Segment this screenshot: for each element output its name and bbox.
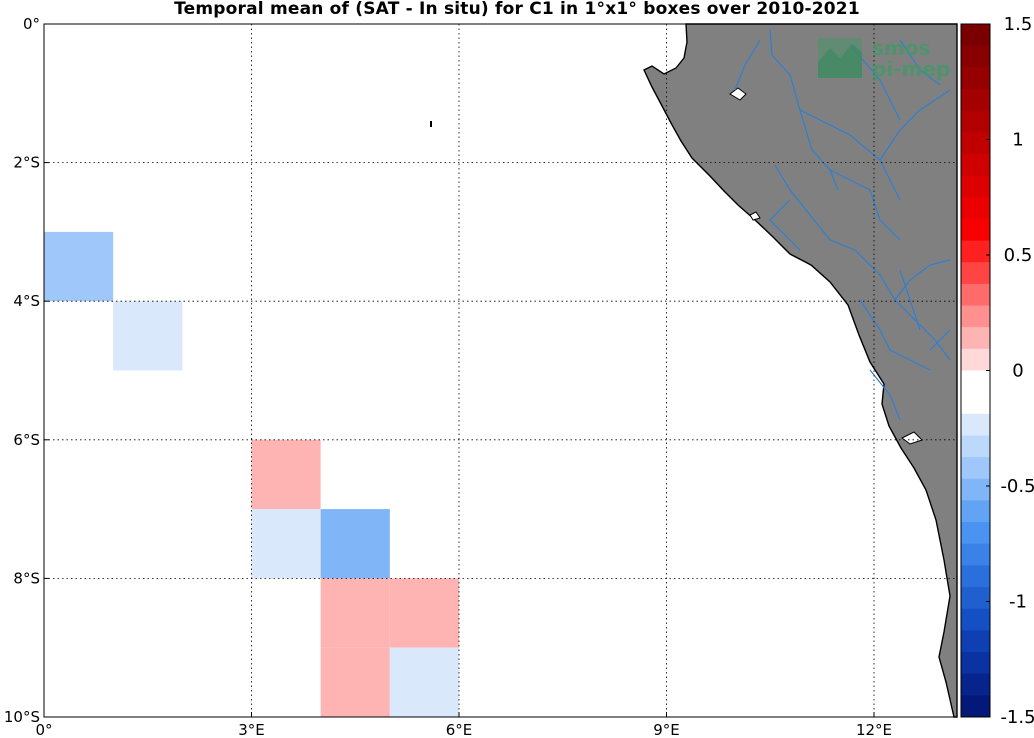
colorbar-segment (961, 608, 990, 631)
y-tick-label: 2°S (13, 154, 40, 172)
y-tick-label: 4°S (13, 292, 40, 310)
data-cell (389, 647, 459, 717)
colorbar-segment (961, 478, 990, 501)
colorbar-segment (961, 218, 990, 242)
logo-line1: smos (872, 36, 930, 60)
smos-pimep-logo: smos pi-mep (818, 36, 950, 81)
colorbar-segment (961, 45, 990, 68)
data-cell (44, 231, 114, 302)
colorbar-segment (961, 175, 990, 198)
colorbar-segment (961, 565, 990, 588)
colorbar-ticks: 1.5 1 0.5 0 -0.5 -1 -1.5 (986, 14, 1034, 728)
data-cell (113, 301, 183, 371)
colorbar (961, 24, 990, 718)
colorbar-segment (961, 88, 990, 112)
y-tick-label: 10°S (4, 708, 40, 726)
x-tick-label: 0° (35, 721, 52, 738)
colorbar-segment (961, 67, 990, 90)
colorbar-segment (961, 370, 990, 393)
data-cell (320, 647, 390, 717)
y-tick-label: 8°S (13, 569, 40, 587)
colorbar-segment (961, 283, 990, 307)
colorbar-tick-label: 1 (1012, 130, 1023, 151)
x-tick-label: 6°E (446, 721, 473, 738)
data-cells (44, 231, 459, 717)
x-tick-label: 3°E (238, 721, 265, 738)
colorbar-tick-label: -1.5 (1000, 707, 1034, 728)
data-cell (44, 301, 114, 371)
map-frame (43, 23, 958, 718)
data-cell (389, 578, 459, 648)
x-tick-label: 12°E (856, 721, 892, 738)
colorbar-segment (961, 240, 990, 263)
colorbar-segment (961, 543, 990, 566)
colorbar-segment (961, 630, 990, 653)
data-cell (182, 578, 252, 648)
data-cell (44, 439, 114, 510)
colorbar-segment (961, 305, 990, 328)
colorbar-segment (961, 695, 990, 718)
logo-line2: pi-mep (872, 57, 950, 81)
colorbar-segment (961, 435, 990, 458)
colorbar-segment (961, 132, 990, 155)
data-cell (251, 509, 321, 579)
data-cell (251, 439, 321, 510)
colorbar-segment (961, 652, 990, 675)
rivers (734, 29, 951, 421)
data-cell (113, 509, 183, 579)
colorbar-segment (961, 413, 990, 436)
colorbar-tick-label: -0.5 (1000, 476, 1034, 497)
colorbar-segment (961, 457, 990, 480)
colorbar-tick-label: -1 (1009, 592, 1027, 613)
colorbar-segment (961, 392, 990, 415)
y-axis-ticks: 0° 2°S 4°S 6°S 8°S 10°S (4, 15, 49, 726)
colorbar-segment (961, 500, 990, 523)
colorbar-tick-label: 1.5 (1004, 14, 1033, 35)
data-cell (320, 578, 390, 648)
chart-title: Temporal mean of (SAT - In situ) for C1 … (174, 0, 860, 19)
y-tick-label: 0° (23, 15, 40, 33)
colorbar-segment (961, 197, 990, 220)
x-axis-ticks: 0° 3°E 6°E 9°E 12°E (35, 712, 892, 738)
colorbar-segment (961, 587, 990, 610)
colorbar-segment (961, 327, 990, 350)
colorbar-tick-label: 0.5 (1004, 245, 1033, 266)
colorbar-segment (961, 522, 990, 545)
colorbar-tick-label: 0 (1012, 361, 1023, 382)
colorbar-segment (961, 262, 990, 285)
colorbar-segment (961, 673, 990, 696)
colorbar-segment (961, 348, 990, 371)
colorbar-segment (961, 24, 990, 47)
data-cell (320, 509, 390, 579)
colorbar-segment (961, 110, 990, 133)
y-tick-label: 6°S (13, 431, 40, 449)
x-tick-label: 9°E (653, 721, 680, 738)
colorbar-segment (961, 153, 990, 177)
